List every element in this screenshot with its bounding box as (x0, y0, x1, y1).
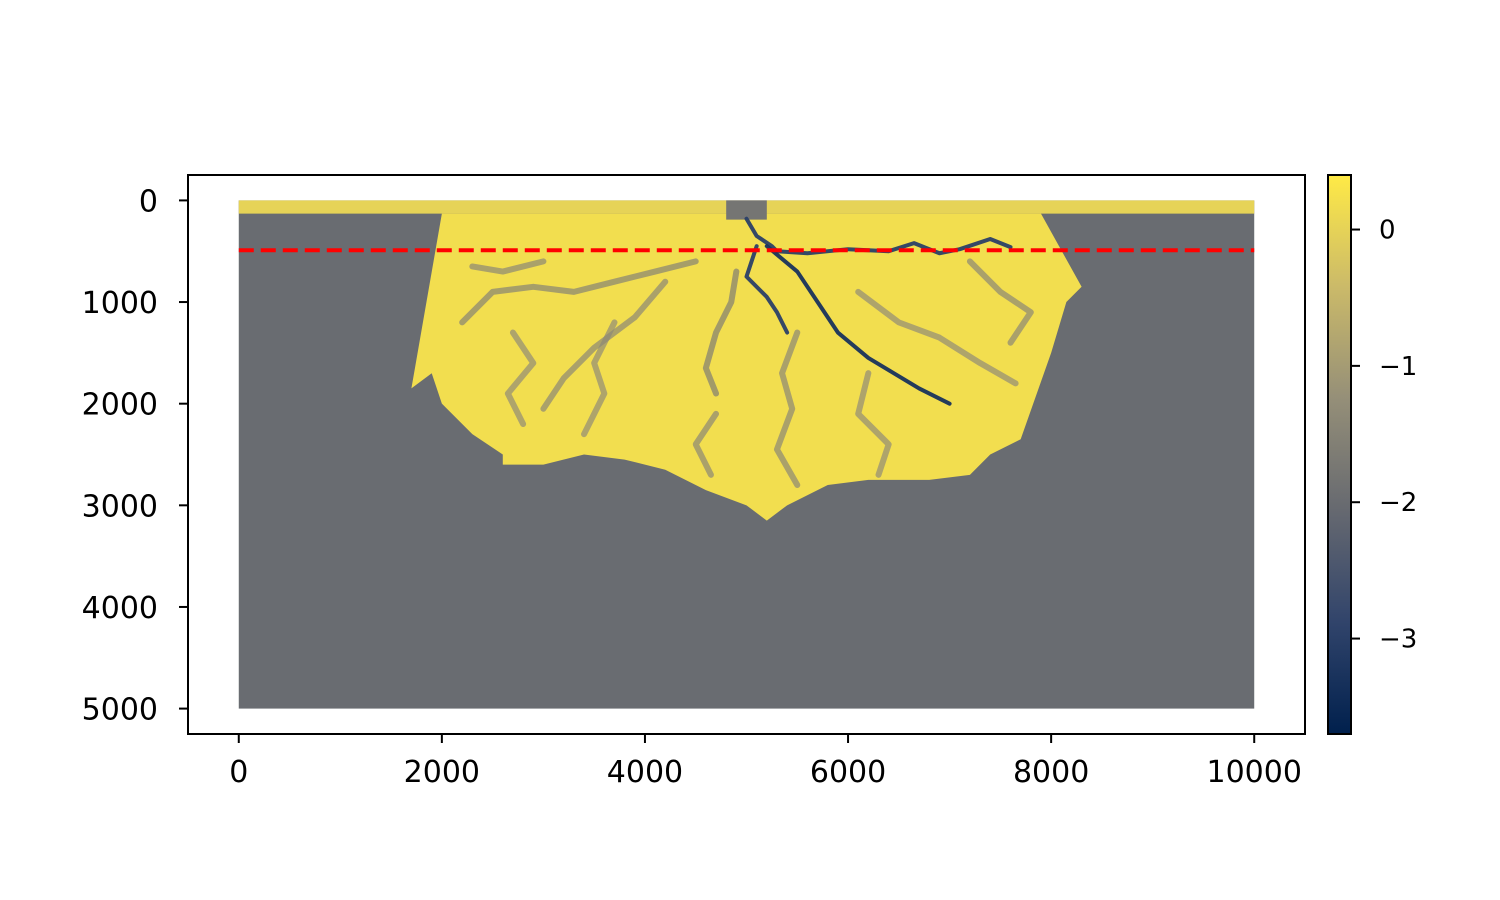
plot-frame (187, 174, 1306, 735)
x-tick-label: 8000 (1013, 755, 1089, 790)
colorbar-tick-label: −1 (1379, 352, 1417, 382)
heatmap-image (238, 200, 1255, 709)
channel-line (764, 244, 952, 406)
y-tick-label: 5000 (82, 693, 158, 728)
colorbar: 0 −1 −2 −3 (1327, 174, 1417, 735)
channel-line (773, 329, 801, 488)
x-tick-label: 10000 (1207, 755, 1302, 790)
colorbar-gradient (1327, 174, 1352, 735)
axes: 0 2000 4000 6000 8000 10000 0 1000 2000 3000 4000 5… (82, 174, 1306, 790)
channel-line (855, 288, 1019, 387)
x-tick-label: 0 (229, 755, 248, 790)
x-tick-label: 6000 (810, 755, 886, 790)
inlet-channel (726, 200, 767, 220)
channel-line (504, 329, 537, 428)
channel-line (855, 370, 892, 478)
colorbar-tick-label: −2 (1379, 488, 1417, 518)
x-tick-label: 4000 (607, 755, 683, 790)
channel-line (692, 410, 720, 478)
y-tick-label: 2000 (82, 388, 158, 423)
channel-line (459, 258, 699, 326)
channel-line (469, 258, 547, 275)
colorbar-tick-label: 0 (1379, 216, 1396, 246)
y-tick-label: 0 (139, 184, 158, 219)
colorbar-tick-label: −3 (1379, 625, 1417, 655)
x-tick-label: 2000 (404, 755, 480, 790)
y-tick-label: 4000 (82, 591, 158, 626)
channel-line (744, 244, 790, 335)
channel-line (966, 258, 1034, 346)
channel-line (540, 278, 669, 412)
channel-line (702, 268, 740, 397)
y-tick-label: 3000 (82, 489, 158, 524)
y-tick-label: 1000 (82, 286, 158, 321)
